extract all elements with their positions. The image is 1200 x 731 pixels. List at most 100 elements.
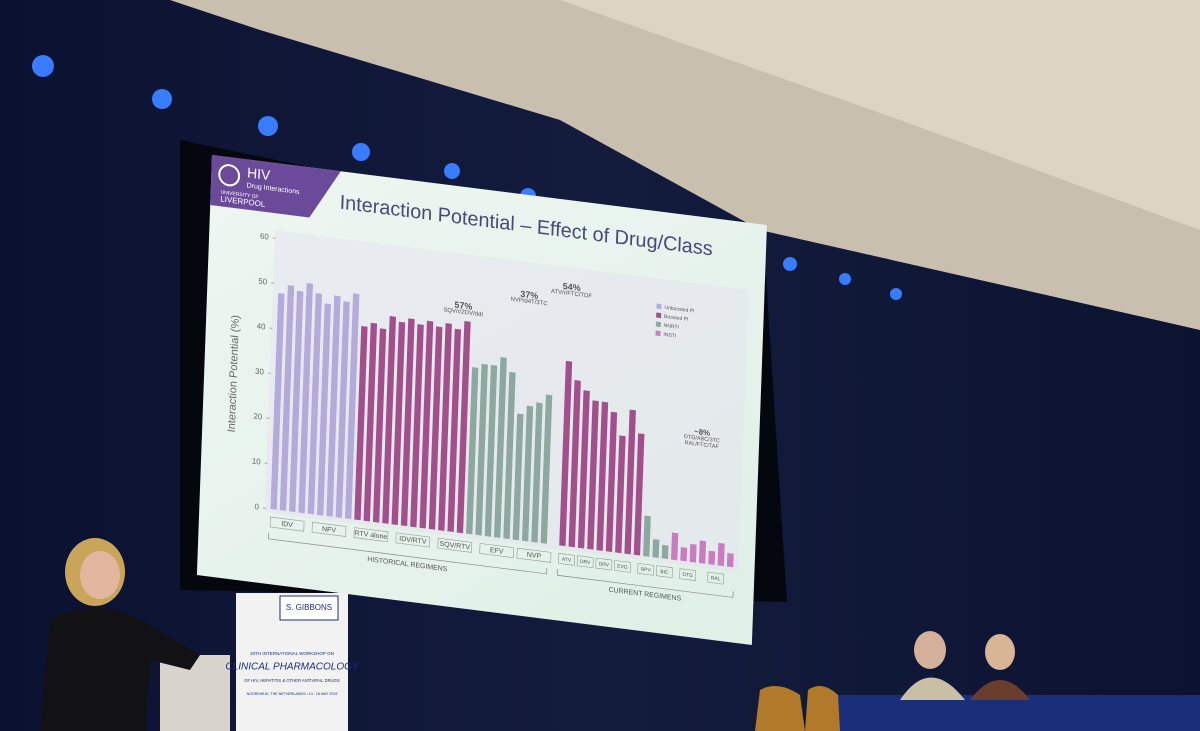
- bar: [456, 320, 471, 534]
- bar: [559, 360, 573, 547]
- bar: [615, 435, 626, 554]
- bar: [475, 363, 488, 536]
- podium: S. GIBBONS 20TH INTERNATIONAL WORKSHOP O…: [160, 593, 360, 731]
- bar: [391, 321, 406, 526]
- bar: [354, 326, 368, 521]
- group-label: IDV: [281, 521, 293, 530]
- annotation: RAL/FTC/TAF: [685, 440, 720, 450]
- legend-label: Unboosted PI: [664, 305, 694, 315]
- y-tick-label: 20: [253, 411, 263, 421]
- group-box: [353, 527, 389, 543]
- group-label: DRV: [580, 559, 591, 566]
- group-label: ATV: [562, 557, 572, 564]
- bar: [661, 544, 669, 560]
- group-box: [679, 568, 697, 581]
- bar: [643, 515, 651, 557]
- group-label: RAL: [711, 575, 721, 582]
- bar: [382, 316, 397, 524]
- annotation: SQV/r/ZDV/ddI: [443, 307, 483, 318]
- legend-swatch: [656, 312, 662, 319]
- legend-swatch: [655, 321, 661, 328]
- bar: [596, 401, 609, 551]
- bar: [400, 318, 415, 527]
- bar: [447, 328, 462, 533]
- group-box: [437, 537, 473, 553]
- y-tick-label: 50: [258, 276, 268, 286]
- group-label: NFV: [322, 526, 336, 535]
- bar: [326, 295, 341, 517]
- y-tick-label: 0: [254, 502, 259, 512]
- group-box: [637, 563, 655, 576]
- bar: [568, 380, 581, 548]
- group-box: [614, 560, 631, 573]
- group-label: BIC: [660, 569, 669, 576]
- bar: [466, 367, 479, 535]
- bar: [484, 364, 498, 537]
- bar: [633, 433, 645, 556]
- annotation: DTG/ABC/3TC: [684, 434, 720, 445]
- y-axis-label: Interaction Potential (%): [226, 314, 242, 433]
- group-box: [311, 521, 347, 537]
- bar: [428, 326, 443, 530]
- group-label: EFV: [490, 547, 504, 556]
- bar: [270, 292, 285, 510]
- podium-line: NOORDWIJK, THE NETHERLANDS • 14 - 16 MAY…: [247, 692, 338, 696]
- annotation: 54%: [563, 281, 581, 293]
- bar: [503, 371, 516, 540]
- annotation: 37%: [520, 289, 538, 301]
- podium-line: 20TH INTERNATIONAL WORKSHOP ON: [250, 651, 334, 656]
- speaker: [40, 538, 200, 731]
- group-box: [395, 532, 431, 548]
- bar: [671, 532, 679, 561]
- bar: [624, 409, 636, 555]
- bar: [419, 320, 434, 529]
- annotation: NVP/d4T/3TC: [510, 297, 548, 308]
- panel-table: [755, 631, 1200, 731]
- group-label: RTV alone: [355, 530, 388, 541]
- bar: [317, 303, 331, 516]
- legend-swatch: [655, 330, 661, 337]
- bar: [363, 322, 378, 522]
- bar: [512, 413, 524, 541]
- bar: [298, 282, 313, 514]
- bar: [521, 405, 534, 542]
- group-box: [516, 547, 552, 563]
- annotation: ~8%: [694, 427, 710, 438]
- name-card: S. GIBBONS: [286, 603, 332, 612]
- slide: HIV Drug Interactions UNIVERSITY OF LIVE…: [196, 155, 767, 645]
- y-tick-label: 10: [252, 456, 262, 466]
- bar: [540, 394, 553, 544]
- bar: [335, 301, 350, 518]
- group-label: EVG: [617, 564, 628, 571]
- group-box: [576, 555, 594, 569]
- group-label: DTG: [682, 572, 693, 579]
- group-box: [655, 565, 673, 579]
- ceiling-panel: [560, 0, 1200, 230]
- group-label: DRV: [599, 561, 610, 568]
- bar: [577, 390, 590, 549]
- annotation: ATV/r/FTC/TDF: [551, 289, 593, 300]
- bar: [717, 542, 725, 567]
- legend-swatch: [656, 303, 662, 310]
- bar: [680, 547, 688, 562]
- bar: [652, 539, 660, 558]
- legend-label: Boosted PI: [664, 314, 688, 323]
- bar: [605, 411, 618, 553]
- logo-icon: [218, 164, 241, 187]
- group-box: [707, 571, 725, 585]
- bar: [279, 285, 295, 511]
- bar: [289, 290, 304, 513]
- logo-title: HIV: [247, 164, 271, 183]
- group-label: IDV/RTV: [399, 536, 427, 546]
- bar: [372, 328, 387, 523]
- section-bracket: [556, 569, 734, 598]
- group-label: NVP: [527, 552, 542, 561]
- group-box: [558, 553, 575, 566]
- bar: [689, 543, 697, 563]
- bar: [708, 550, 716, 565]
- bar: [410, 324, 424, 528]
- y-tick-label: 30: [255, 366, 265, 376]
- bar: [438, 323, 452, 531]
- bar: [494, 357, 507, 538]
